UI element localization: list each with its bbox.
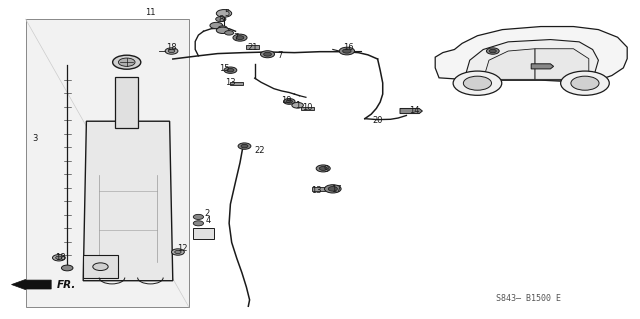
Text: 5: 5	[225, 9, 230, 18]
Circle shape	[284, 99, 295, 104]
Circle shape	[571, 76, 599, 90]
Circle shape	[56, 256, 62, 259]
Circle shape	[224, 67, 237, 73]
Bar	[193, 228, 214, 239]
Circle shape	[218, 26, 227, 30]
Circle shape	[227, 68, 234, 72]
Text: 7: 7	[278, 51, 283, 60]
Circle shape	[175, 250, 181, 254]
Circle shape	[241, 144, 248, 148]
Polygon shape	[464, 40, 598, 80]
Text: 18: 18	[56, 253, 66, 262]
Text: 14: 14	[410, 106, 420, 115]
Circle shape	[238, 143, 251, 149]
Circle shape	[118, 58, 135, 66]
Circle shape	[260, 51, 275, 58]
Circle shape	[236, 36, 244, 40]
Bar	[312, 187, 325, 191]
Circle shape	[52, 255, 65, 261]
Polygon shape	[435, 26, 627, 82]
Circle shape	[292, 102, 303, 108]
Circle shape	[490, 49, 497, 53]
Circle shape	[233, 34, 247, 41]
Text: 13: 13	[312, 186, 322, 195]
Circle shape	[216, 17, 226, 22]
Circle shape	[324, 185, 341, 193]
Circle shape	[172, 249, 184, 255]
Circle shape	[342, 49, 351, 53]
Circle shape	[165, 48, 178, 54]
Circle shape	[216, 10, 232, 17]
Circle shape	[319, 167, 327, 170]
Text: 1: 1	[295, 101, 300, 110]
Circle shape	[193, 214, 204, 219]
Circle shape	[339, 47, 355, 55]
Circle shape	[210, 22, 223, 29]
Circle shape	[93, 263, 108, 271]
Text: 11: 11	[145, 8, 156, 17]
Circle shape	[264, 52, 271, 56]
Circle shape	[216, 27, 229, 33]
Text: 21: 21	[248, 43, 258, 52]
Text: 12: 12	[177, 244, 188, 253]
Text: FR.: FR.	[56, 279, 76, 290]
Circle shape	[328, 187, 337, 191]
Circle shape	[113, 55, 141, 69]
Text: 16: 16	[344, 43, 354, 52]
Polygon shape	[483, 49, 535, 79]
Circle shape	[561, 71, 609, 95]
Circle shape	[225, 31, 234, 35]
Text: 17: 17	[331, 185, 341, 194]
Text: 19: 19	[282, 96, 292, 105]
Bar	[83, 255, 118, 278]
Bar	[230, 82, 243, 85]
Circle shape	[286, 100, 292, 103]
Circle shape	[168, 49, 175, 53]
Circle shape	[453, 71, 502, 95]
Circle shape	[61, 265, 73, 271]
Bar	[246, 45, 259, 49]
Text: 4: 4	[205, 216, 211, 225]
Bar	[301, 107, 314, 110]
Text: 3: 3	[33, 134, 38, 143]
Text: S843– B1500 E: S843– B1500 E	[496, 294, 561, 303]
Polygon shape	[26, 19, 189, 307]
Text: 10: 10	[302, 103, 312, 112]
Text: 8: 8	[218, 15, 223, 24]
Circle shape	[463, 76, 492, 90]
Polygon shape	[115, 77, 138, 128]
Text: 18: 18	[166, 43, 177, 52]
FancyArrow shape	[12, 279, 51, 290]
Text: 7: 7	[233, 33, 238, 42]
Circle shape	[486, 48, 499, 54]
Text: 15: 15	[219, 64, 229, 73]
Polygon shape	[535, 49, 589, 79]
Text: 22: 22	[254, 146, 264, 155]
Polygon shape	[531, 64, 554, 69]
Polygon shape	[400, 108, 422, 114]
Text: 13: 13	[225, 78, 236, 87]
Circle shape	[193, 221, 204, 226]
Polygon shape	[83, 121, 173, 281]
Text: 20: 20	[372, 116, 383, 125]
Circle shape	[316, 165, 330, 172]
Text: 9: 9	[324, 165, 329, 174]
Text: 2: 2	[204, 209, 209, 218]
